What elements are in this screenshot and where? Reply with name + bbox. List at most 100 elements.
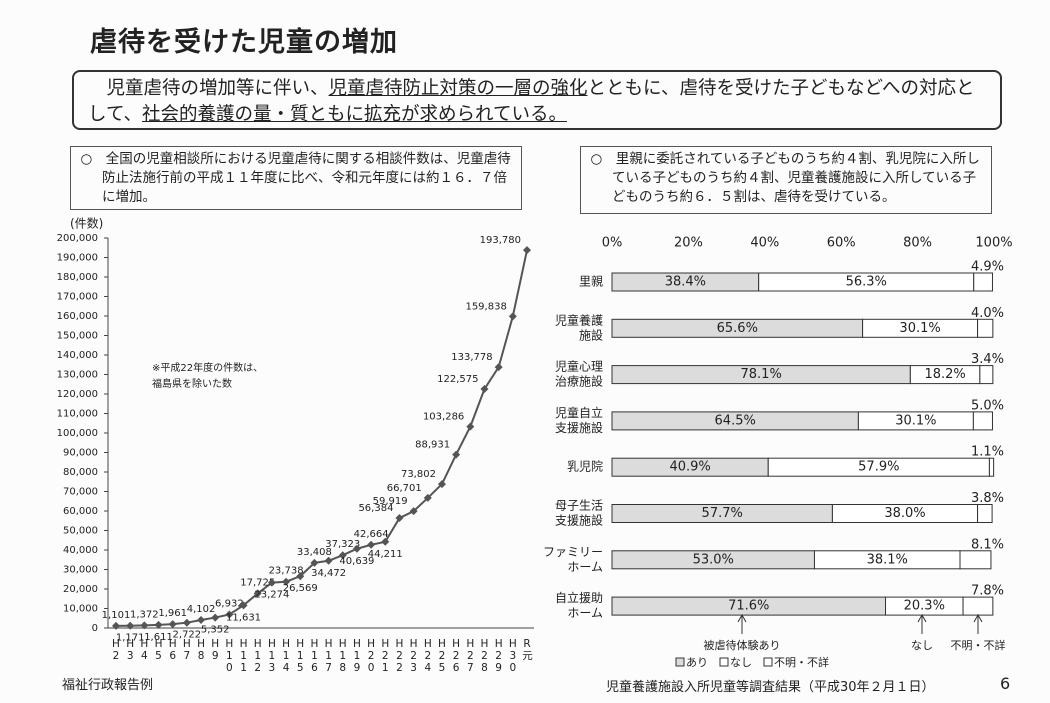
legend-swatch xyxy=(675,657,685,667)
y-tick-label: 190,000 xyxy=(57,253,98,264)
x-tick-label: H27 xyxy=(464,638,476,674)
category-label: 施設 xyxy=(579,327,603,342)
data-label: 65.6% xyxy=(717,321,758,336)
bar-segment xyxy=(977,318,994,338)
data-point xyxy=(480,384,489,393)
data-label: 8.1% xyxy=(971,537,1004,552)
data-point xyxy=(395,514,404,523)
data-label: 53.0% xyxy=(693,552,734,567)
x-tick-label: 80% xyxy=(903,236,932,251)
summary-box: 児童虐待の増加等に伴い、児童虐待防止対策の一層の強化とともに、虐待を受けた子ども… xyxy=(72,70,1002,130)
y-tick-label: 110,000 xyxy=(57,409,98,420)
data-point xyxy=(409,507,418,516)
x-tick-label: H3 xyxy=(124,638,136,662)
data-point xyxy=(197,616,206,625)
data-label: 57.7% xyxy=(702,506,743,521)
x-tick-label: H28 xyxy=(478,638,490,674)
y-tick-label: 10,000 xyxy=(63,604,98,615)
data-label: 103,286 xyxy=(423,412,464,423)
data-label: 20.3% xyxy=(904,599,945,614)
data-label: 64.5% xyxy=(715,413,756,428)
category-label: 児童心理 xyxy=(555,359,603,374)
x-tick-label: H4 xyxy=(138,638,150,662)
x-tick-label: H13 xyxy=(266,638,278,674)
legend-swatch xyxy=(763,657,773,667)
legend-label: 不明・不詳 xyxy=(774,655,829,669)
data-label: 18.2% xyxy=(924,367,965,382)
x-tick-label: H16 xyxy=(308,638,320,674)
data-label: 42,664 xyxy=(354,529,389,540)
legend-swatch xyxy=(719,657,729,667)
data-label: 73,802 xyxy=(401,469,436,480)
y-tick-label: 0 xyxy=(92,623,98,634)
x-tick-label: H5 xyxy=(153,638,165,662)
annotation: 福島県を除いた数 xyxy=(152,377,232,390)
data-label: 40.9% xyxy=(669,460,710,475)
data-point xyxy=(508,312,517,321)
data-label: 133,778 xyxy=(451,352,492,363)
data-label: 59,919 xyxy=(373,496,408,507)
x-tick-label: H7 xyxy=(181,638,193,662)
arrow-head xyxy=(973,613,983,623)
slide-title: 虐待を受けた児童の増加 xyxy=(90,27,398,58)
x-tick-label: H6 xyxy=(167,638,179,662)
x-tick-label: H23 xyxy=(408,638,420,674)
data-label: 33,408 xyxy=(297,547,332,558)
y-tick-label: 150,000 xyxy=(57,331,98,342)
data-label: 4.0% xyxy=(971,306,1004,321)
data-point xyxy=(452,450,461,459)
x-tick-label: H21 xyxy=(379,638,391,674)
data-point xyxy=(523,246,531,255)
x-tick-label: H9 xyxy=(209,638,221,662)
y-tick-label: 80,000 xyxy=(63,467,98,478)
data-label: 1,101 xyxy=(102,610,131,621)
data-label: 2,722 xyxy=(173,630,202,641)
data-label: 193,780 xyxy=(480,235,521,246)
x-tick-label: H18 xyxy=(337,638,349,674)
data-label: 5,352 xyxy=(201,625,230,636)
summary-text: 児童虐待の増加等に伴い、 xyxy=(106,78,329,99)
data-point xyxy=(154,620,163,629)
data-label: 23,738 xyxy=(269,566,304,577)
category-label: 里親 xyxy=(579,275,603,289)
x-tick-label: H25 xyxy=(436,638,448,674)
y-tick-label: 50,000 xyxy=(63,526,98,537)
data-label: 1.1% xyxy=(971,445,1004,460)
data-label: 159,838 xyxy=(465,301,506,312)
arrow-head xyxy=(737,613,747,623)
data-label: 38.4% xyxy=(665,275,706,290)
category-label: 自立援助 xyxy=(555,590,603,605)
y-tick-label: 60,000 xyxy=(63,506,98,517)
category-label: 支援施設 xyxy=(555,420,603,435)
data-point xyxy=(211,613,220,622)
bar-segment xyxy=(973,272,993,292)
summary-text: とともに、虐待を受けた子どもなどへの対応として、 xyxy=(88,78,975,125)
data-label: 40,639 xyxy=(339,556,374,567)
summary-emphasis: 社会的養護の量・質ともに拡充が求められている。 xyxy=(142,104,567,125)
y-tick-label: 30,000 xyxy=(63,565,98,576)
x-tick-label: 20% xyxy=(674,236,703,251)
x-tick-label: H17 xyxy=(323,638,335,674)
data-point xyxy=(239,601,248,610)
data-point xyxy=(437,480,446,489)
data-label: 30.1% xyxy=(899,321,940,336)
bar-segment xyxy=(977,504,993,523)
data-label: 122,575 xyxy=(437,374,478,385)
data-label: 34,472 xyxy=(311,568,346,579)
y-tick-label: 180,000 xyxy=(57,272,98,283)
bar-segment xyxy=(959,550,992,570)
category-label: 児童自立 xyxy=(555,405,603,420)
data-label: 3.8% xyxy=(971,491,1004,506)
source: 福祉行政報告例 xyxy=(62,678,154,693)
data-label: 1,611 xyxy=(144,632,173,643)
data-point xyxy=(253,589,262,598)
x-tick-label: H12 xyxy=(252,638,264,674)
data-label: 26,569 xyxy=(283,583,318,594)
category-label: ファミリー xyxy=(543,545,603,559)
data-point xyxy=(324,556,333,565)
x-tick-label: H11 xyxy=(238,638,250,674)
x-tick-label: H24 xyxy=(422,638,434,674)
y-tick-label: 100,000 xyxy=(57,428,98,439)
y-tick-label: 140,000 xyxy=(57,350,98,361)
